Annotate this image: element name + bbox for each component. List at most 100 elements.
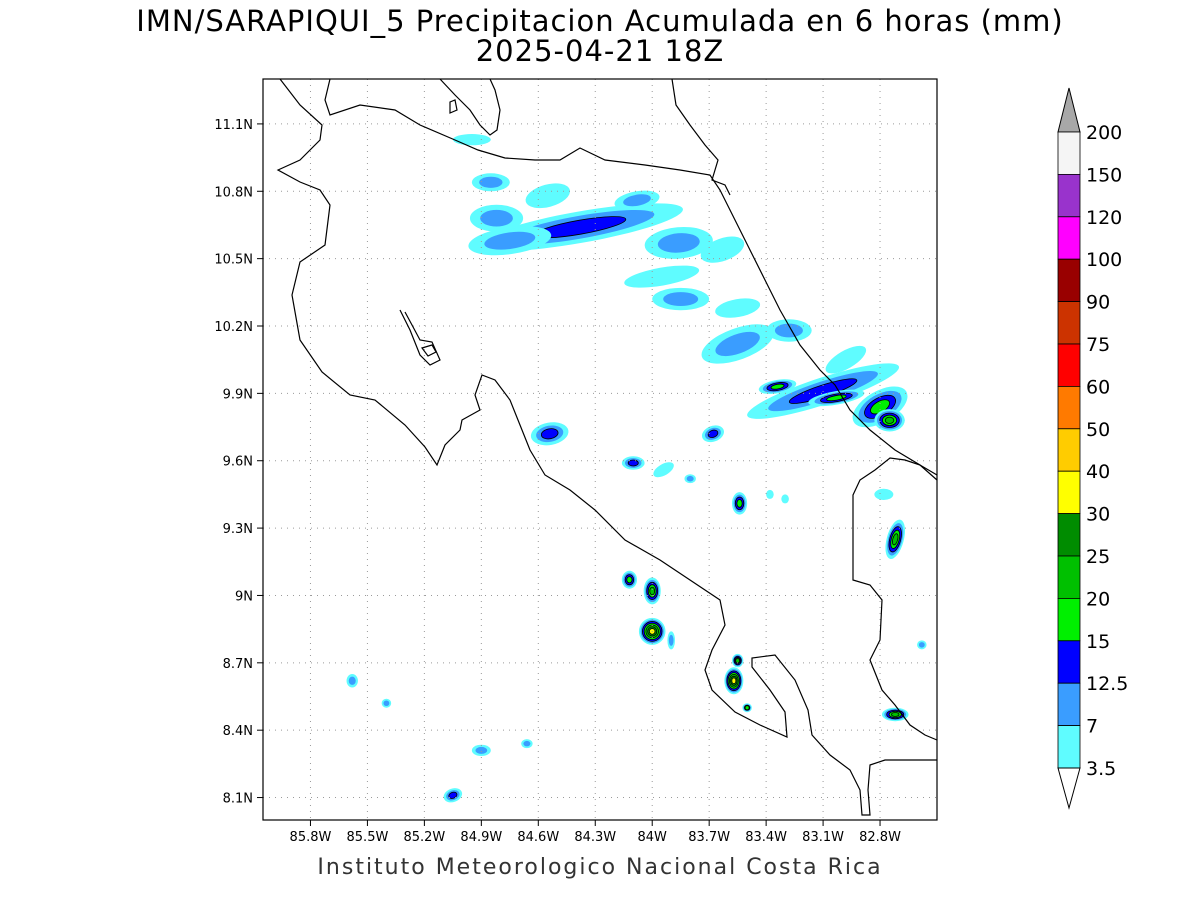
map-date: 2025-04-21 18Z	[475, 34, 725, 68]
precip-cell-25-level-2	[686, 475, 694, 482]
colorbar-label-2: 12.5	[1086, 673, 1128, 695]
precip-cell-13-level-2	[774, 323, 803, 338]
precip-cell-34-level-5	[735, 658, 741, 663]
colorbar-label-6: 30	[1086, 504, 1110, 526]
precip-cell-39-level-2	[475, 746, 488, 754]
ytick-label-0: 8.1N	[223, 792, 253, 807]
colorbar-segment-8	[1057, 428, 1081, 472]
ytick-label-9: 10.8N	[214, 185, 253, 200]
colorbar-segment-4	[1057, 598, 1081, 642]
precip-cell-11-level-1	[715, 298, 761, 318]
xtick-label-4: 84.6W	[517, 830, 559, 845]
colorbar-label-4: 20	[1086, 588, 1110, 610]
caribbean-coast-north	[671, 78, 731, 196]
graticule	[263, 79, 937, 820]
colorbar-label-15: 200	[1086, 122, 1122, 144]
precip-cell-43-level-1	[781, 494, 789, 504]
coastline	[276, 78, 938, 816]
precip-layer	[346, 134, 927, 803]
ytick-label-7: 10.2N	[214, 320, 253, 335]
map-frame	[262, 78, 938, 821]
colorbar: 3.5 7 12.5 15 20 25 30 40 50 60 75 90 100 120 150 200	[1057, 87, 1128, 810]
precip-cell-41-level-3	[448, 791, 458, 799]
xtick-label-0: 85.8W	[290, 830, 332, 845]
peninsula-nicoya	[399, 309, 441, 366]
precip-cell-29-level-4	[626, 576, 633, 584]
precip-cell-38-level-2	[383, 700, 390, 707]
colorbar-segment-13	[1057, 216, 1081, 260]
precip-cell-22-level-3	[707, 429, 719, 438]
colorbar-label-1: 7	[1086, 716, 1098, 738]
precip-cell-5-level-2	[623, 194, 651, 207]
colorbar-arrow-top	[1057, 87, 1081, 133]
colorbar-segment-3	[1057, 640, 1081, 684]
ytick-label-2: 8.7N	[223, 657, 253, 672]
colorbar-arrow-bottom	[1057, 767, 1081, 810]
xtick-label-3: 84.9W	[460, 830, 502, 845]
precip-cell-12-level-2	[715, 331, 760, 357]
colorbar-segment-11	[1057, 301, 1081, 345]
precip-cell-35-level-4	[744, 705, 750, 711]
ytick-label-6: 9.9N	[223, 387, 253, 402]
xtick-label-8: 83.4W	[745, 830, 787, 845]
precip-cell-7-level-2	[657, 233, 700, 253]
colorbar-segment-15	[1057, 131, 1081, 175]
precip-cell-18-level-5	[884, 416, 895, 424]
island-chira	[421, 344, 437, 357]
precip-cell-19-level-4	[770, 383, 785, 390]
latitude-axis: 8.1N 8.4N 8.7N 9N 9.3N 9.6N 9.9N 10.2N 10.5N 10.8…	[214, 118, 263, 807]
precip-cell-40-level-2	[523, 740, 531, 747]
precip-cell-32-level-2	[668, 634, 674, 646]
colorbar-label-8: 50	[1086, 419, 1110, 441]
precip-cell-36-level-5	[891, 712, 900, 717]
colorbar-segment-9	[1057, 385, 1081, 430]
colorbar-label-11: 90	[1086, 292, 1110, 314]
xtick-label-7: 83.7W	[688, 830, 730, 845]
colorbar-label-9: 60	[1086, 376, 1110, 398]
precip-cell-3-level-2	[479, 176, 503, 188]
precip-cell-4-level-1	[525, 183, 570, 209]
colorbar-label-5: 25	[1086, 546, 1110, 568]
nicaragua-coast	[439, 78, 501, 136]
map-title: IMN/SARAPIQUI_5 Precipitacion Acumulada …	[136, 4, 1064, 38]
colorbar-label-0: 3.5	[1086, 758, 1116, 780]
colorbar-segment-7	[1057, 470, 1081, 515]
colorbar-label-3: 15	[1086, 631, 1110, 653]
xtick-label-6: 84W	[638, 830, 668, 845]
colorbar-segment-14	[1057, 173, 1081, 218]
longitude-axis: 85.8W 85.5W 85.2W 84.9W 84.6W 84.3W 84W 83.7W 83…	[290, 820, 901, 845]
colorbar-label-12: 100	[1086, 249, 1122, 271]
colorbar-segment-2	[1057, 682, 1081, 727]
precip-cell-28-level-1	[874, 488, 894, 501]
precip-cell-9-level-1	[624, 265, 700, 288]
xtick-label-9: 83.1W	[802, 830, 844, 845]
precip-cell-37-level-2	[348, 676, 356, 685]
precip-cell-8-level-1	[700, 236, 745, 263]
ytick-label-8: 10.5N	[214, 253, 253, 268]
precip-cell-23-level-3	[627, 459, 639, 467]
precip-cell-27-level-5	[892, 533, 899, 546]
xtick-label-10: 82.8W	[859, 830, 901, 845]
precip-cell-2-level-2	[480, 209, 513, 227]
xtick-label-5: 84.3W	[574, 830, 616, 845]
map-background	[263, 79, 937, 820]
precip-cell-10-level-2	[663, 292, 699, 306]
lake-island	[449, 99, 458, 114]
colorbar-segment-12	[1057, 258, 1081, 303]
precip-cell-1-level-2	[484, 231, 536, 250]
colorbar-label-13: 120	[1086, 207, 1122, 229]
xtick-label-2: 85.2W	[403, 830, 445, 845]
precip-cell-21-level-3	[540, 428, 559, 440]
precip-cell-26-level-4	[736, 499, 743, 508]
footer-credit: Instituto Meteorologico Nacional Costa R…	[317, 855, 883, 880]
colorbar-segment-5	[1057, 555, 1081, 599]
coastline-caribbean-border	[276, 78, 937, 816]
precip-cell-6-level-1	[452, 134, 491, 146]
ytick-label-10: 11.1N	[214, 118, 253, 133]
precip-cell-33-level-7	[731, 677, 737, 685]
colorbar-segment-1	[1057, 725, 1081, 769]
precip-cell-30-level-5	[649, 586, 656, 596]
precip-cell-42-level-1	[766, 489, 774, 499]
coastline-north	[324, 78, 938, 481]
